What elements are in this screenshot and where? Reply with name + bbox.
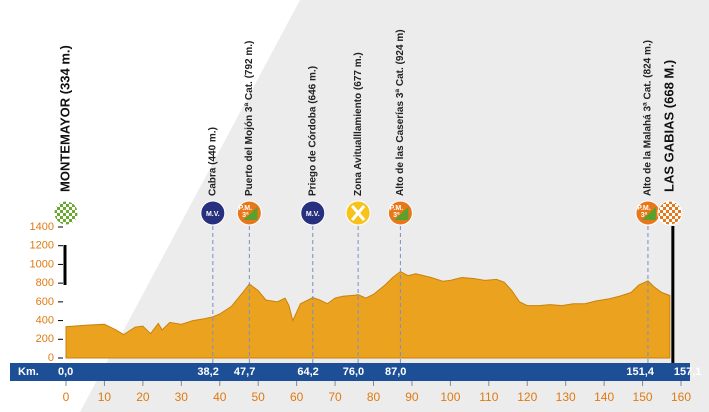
km-bar	[10, 363, 690, 381]
x-tick-label: 130	[556, 390, 576, 404]
y-tick-label: 400	[36, 314, 54, 326]
x-tick-label: 30	[175, 390, 189, 404]
landmark-name: Alto de las Caserías 3ª Cat. (924 m)	[395, 29, 406, 196]
icon-circle	[200, 200, 226, 226]
landmark-icon: P.M.3ª	[635, 200, 661, 226]
km-value-label: 76,0	[343, 366, 364, 378]
x-tick-label: 80	[367, 390, 381, 404]
icon-text: P.M.	[239, 205, 253, 212]
x-tick-label: 0	[63, 390, 70, 404]
km-value-label: 47,7	[234, 366, 255, 378]
x-tick-label: 60	[290, 390, 304, 404]
km-value-label: 64,2	[297, 366, 318, 378]
km-value-label: 0,0	[58, 366, 73, 378]
x-tick-label: 160	[671, 390, 691, 404]
x-tick-label: 40	[213, 390, 227, 404]
y-tick-label: 200	[36, 333, 54, 345]
landmark-icon: P.M.3ª	[236, 200, 262, 226]
landmark-name: Priego de Córdoba (646 m.)	[307, 66, 318, 196]
landmark-icon	[657, 200, 683, 226]
y-tick-label: 1000	[30, 258, 54, 270]
x-tick-label: 110	[479, 390, 498, 404]
x-tick-label: 90	[405, 390, 419, 404]
landmark-icon: M.V.	[200, 200, 226, 226]
x-tick-label: 150	[633, 390, 653, 404]
landmark-name: Puerto del Mojón 3ª Cat. (792 m.)	[244, 41, 255, 196]
icon-hill	[641, 207, 656, 220]
x-tick-label: 20	[136, 390, 150, 404]
x-tick-label: 120	[517, 390, 537, 404]
landmark-name: MONTEMAYOR (334 m.)	[57, 45, 72, 192]
icon-hill	[394, 207, 409, 220]
km-value-label: 38,2	[197, 366, 218, 378]
km-value-label: 157,1	[674, 366, 702, 378]
landmark-name: Alto de la Malahá 3ª Cat. (824 m.)	[643, 40, 654, 196]
icon-circle	[53, 200, 79, 226]
y-tick-label: 1200	[30, 240, 54, 252]
x-tick-label: 140	[594, 390, 614, 404]
x-tick-label: 10	[98, 390, 112, 404]
km-label: Km.	[18, 366, 39, 378]
km-value-label: 151,4	[626, 366, 654, 378]
icon-text: P.M.	[637, 205, 651, 212]
km-value-label: 87,0	[385, 366, 406, 378]
icon-hill	[243, 207, 258, 220]
y-tick-label: 600	[36, 296, 54, 308]
y-tick-label: 1400	[30, 221, 54, 233]
landmark-icon: M.V.	[300, 200, 326, 226]
landmark-name: LAS GABIAS (668 M.)	[661, 60, 676, 192]
x-tick-label: 100	[440, 390, 460, 404]
y-tick-label: 0	[48, 352, 54, 364]
icon-text: 3ª	[393, 212, 400, 219]
icon-text: P.M.	[390, 205, 404, 212]
icon-text: 3ª	[242, 212, 249, 219]
landmark-icon	[345, 200, 371, 226]
icon-circle	[300, 200, 326, 226]
landmark-icon	[53, 200, 79, 226]
landmark-name: Cabra (440 m.)	[207, 127, 218, 196]
icon-text: M.V.	[206, 211, 220, 218]
landmark-name: Zona Avitualllamiento (677 m.)	[353, 52, 364, 196]
icon-text: M.V.	[306, 211, 320, 218]
icon-text: 3ª	[641, 212, 648, 219]
icon-circle	[657, 200, 683, 226]
x-tick-label: 70	[328, 390, 342, 404]
icon-cross	[350, 205, 366, 221]
landmark-icon: P.M.3ª	[387, 200, 413, 226]
elevation-area	[65, 270, 671, 359]
x-tick-label: 50	[252, 390, 266, 404]
y-tick-label: 800	[36, 277, 54, 289]
